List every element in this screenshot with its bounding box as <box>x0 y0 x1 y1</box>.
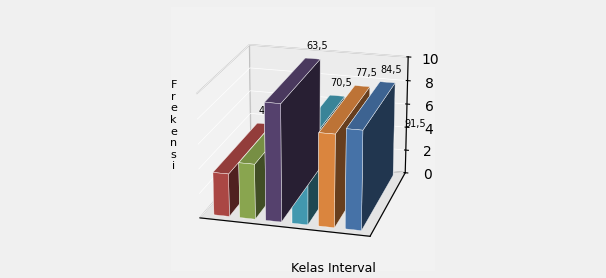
Text: Kelas Interval: Kelas Interval <box>291 262 376 275</box>
Text: F
r
e
k
e
n
s
i: F r e k e n s i <box>170 80 177 172</box>
